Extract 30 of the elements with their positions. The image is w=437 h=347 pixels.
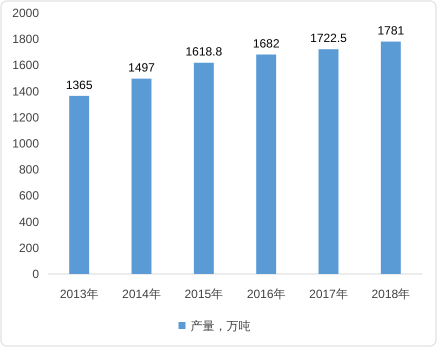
y-tick-label: 1800 xyxy=(12,32,40,46)
bar xyxy=(380,42,401,274)
y-tick-label: 1000 xyxy=(12,136,40,150)
data-label: 1618.8 xyxy=(185,44,223,59)
x-tick-label: 2017年 xyxy=(309,287,348,301)
x-tick-label: 2018年 xyxy=(371,287,410,301)
bar xyxy=(69,96,90,274)
data-label: 1722.5 xyxy=(310,31,348,46)
y-tick-label: 600 xyxy=(18,188,40,203)
legend-label: 产量，万吨 xyxy=(190,319,250,333)
y-tick-label: 1600 xyxy=(12,58,40,72)
data-label: 1365 xyxy=(66,78,93,92)
bar xyxy=(194,62,214,274)
y-tick-label: 0 xyxy=(32,267,40,281)
data-label: 1781 xyxy=(377,24,405,38)
y-tick-label: 1400 xyxy=(12,84,40,98)
data-label: 1497 xyxy=(128,60,156,75)
y-tick-label: 400 xyxy=(18,214,40,229)
bar xyxy=(256,54,276,274)
y-tick-label: 1200 xyxy=(12,110,40,124)
bar xyxy=(318,49,338,274)
bar xyxy=(132,78,152,274)
x-tick-label: 2016年 xyxy=(246,287,286,301)
x-tick-label: 2014年 xyxy=(122,287,161,301)
y-tick-label: 200 xyxy=(18,240,40,255)
x-tick-label: 2015年 xyxy=(184,287,224,301)
data-label: 1682 xyxy=(252,36,280,50)
x-tick-label: 2013年 xyxy=(60,287,99,301)
y-tick-label: 800 xyxy=(18,162,40,177)
y-tick-label: 2000 xyxy=(12,6,40,20)
